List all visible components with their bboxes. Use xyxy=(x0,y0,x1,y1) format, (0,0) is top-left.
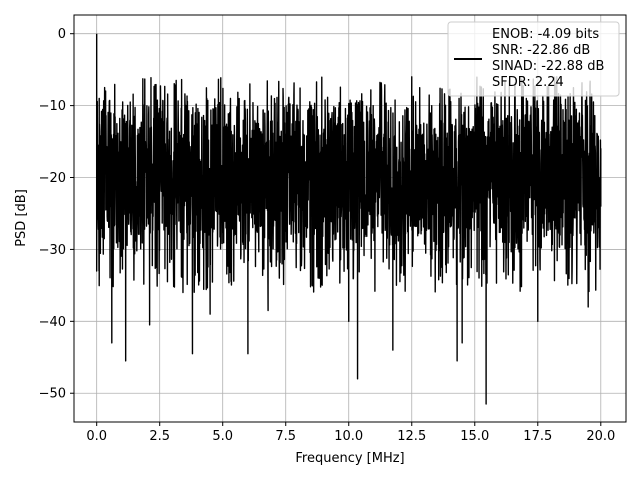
x-tick-label: 2.5 xyxy=(149,429,170,444)
y-axis-label: PSD [dB] xyxy=(14,189,29,247)
y-tick-label: −20 xyxy=(39,171,66,186)
y-tick-label: 0 xyxy=(58,27,66,42)
x-axis-label: Frequency [MHz] xyxy=(295,451,404,466)
legend-sinad: SINAD: -22.88 dB xyxy=(492,59,604,74)
y-tick-label: −40 xyxy=(39,315,66,330)
legend-enob: ENOB: -4.09 bits xyxy=(492,27,599,42)
x-tick-label: 5.0 xyxy=(212,429,233,444)
y-tick-label: −50 xyxy=(39,387,66,402)
x-tick-label: 7.5 xyxy=(275,429,296,444)
y-tick-label: −30 xyxy=(39,243,66,258)
x-tick-label: 12.5 xyxy=(397,429,426,444)
psd-trace-group xyxy=(95,33,602,405)
y-axis-ticks: 0 −10 −20 −30 −40 −50 xyxy=(39,27,74,402)
plot-frame xyxy=(73,14,627,423)
x-axis-ticks: 0.0 2.5 5.0 7.5 10.0 12.5 15.0 17.5 20.0 xyxy=(86,422,615,444)
legend: ENOB: -4.09 bits SNR: -22.86 dB SINAD: -… xyxy=(447,21,620,97)
legend-box xyxy=(447,21,620,97)
y-tick-label: −10 xyxy=(39,99,66,114)
x-tick-label: 15.0 xyxy=(460,429,489,444)
x-tick-label: 10.0 xyxy=(334,429,363,444)
psd-trace-line xyxy=(95,33,602,405)
x-tick-label: 17.5 xyxy=(523,429,552,444)
legend-snr: SNR: -22.86 dB xyxy=(492,43,590,58)
legend-sfdr: SFDR: 2.24 xyxy=(492,75,564,90)
x-tick-label: 20.0 xyxy=(586,429,615,444)
x-tick-label: 0.0 xyxy=(86,429,107,444)
